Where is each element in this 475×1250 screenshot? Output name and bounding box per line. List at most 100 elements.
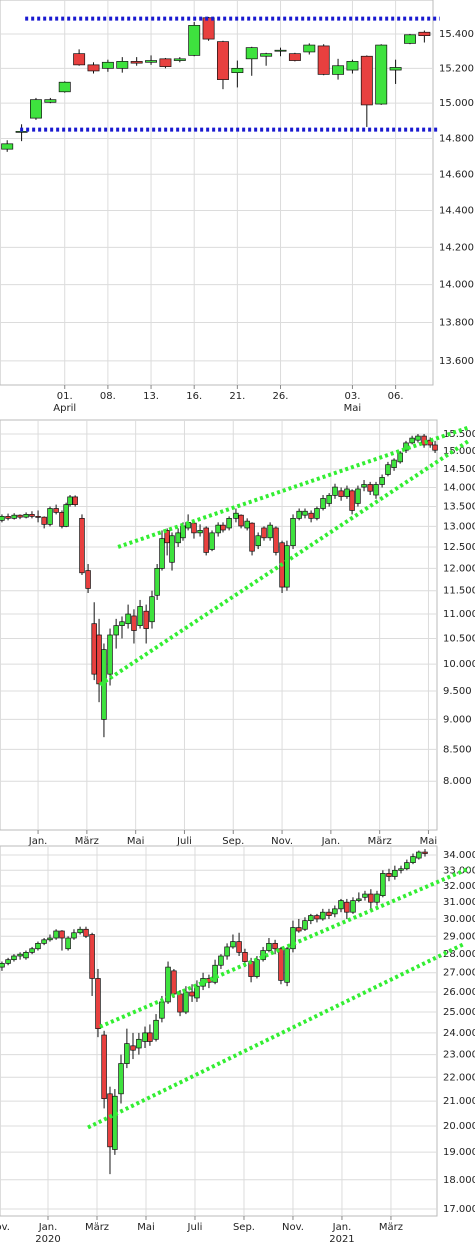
- y-tick-label: 31.000: [443, 897, 475, 908]
- candle-body: [308, 915, 314, 922]
- candle-body: [379, 477, 385, 485]
- candle-body: [72, 496, 78, 505]
- candle-body: [375, 44, 388, 105]
- candle-body: [159, 538, 165, 569]
- y-tick-label: 8.000: [443, 776, 472, 787]
- candle-body: [389, 67, 402, 71]
- candle-body: [107, 1093, 113, 1148]
- y-tick-label: 19.000: [443, 1147, 475, 1158]
- candle-body: [29, 948, 35, 953]
- candle-body: [296, 927, 302, 932]
- candle-body: [118, 1063, 124, 1095]
- candle-body: [380, 873, 386, 897]
- y-tick-label: 12.000: [443, 563, 475, 574]
- x-tick-label: Jan.: [332, 1222, 352, 1233]
- candle-body: [119, 621, 125, 626]
- candle-body: [332, 486, 338, 496]
- x-tick-sublabel: April: [53, 403, 76, 414]
- candle-body: [422, 851, 428, 854]
- candle-body: [23, 514, 29, 518]
- x-tick-label: Jan.: [38, 1222, 58, 1233]
- candle-body: [303, 44, 316, 53]
- candle-body: [165, 966, 171, 1003]
- candle-body: [392, 869, 398, 877]
- y-tick-label: 9.000: [443, 714, 472, 725]
- candle-body: [145, 60, 158, 63]
- y-tick-label: 15.200: [439, 63, 474, 74]
- y-tick-label: 20.000: [443, 1121, 475, 1132]
- candle-body: [260, 53, 273, 57]
- candle-body: [30, 99, 42, 119]
- candle-body: [218, 955, 224, 966]
- candle-body: [203, 527, 209, 553]
- candle-body: [288, 53, 301, 61]
- candle-body: [149, 596, 155, 623]
- candle-body: [77, 928, 83, 934]
- candle-body: [67, 496, 73, 505]
- candle-body: [53, 930, 59, 939]
- candle-body: [302, 920, 308, 930]
- candle-body: [44, 99, 57, 103]
- y-tick-label: 18.000: [443, 1175, 475, 1186]
- candle-body: [220, 524, 226, 531]
- x-tick-label: 21.: [229, 391, 245, 402]
- y-tick-label: 13.600: [439, 356, 474, 367]
- y-tick-label: 14.000: [439, 280, 474, 291]
- candle-body: [314, 508, 320, 519]
- x-tick-label: März: [368, 836, 392, 847]
- x-tick-label: Mai: [127, 836, 145, 847]
- candle-body: [136, 1038, 142, 1049]
- candle-body: [159, 1001, 165, 1019]
- candle-body: [47, 937, 53, 941]
- plot-area: [0, 845, 438, 1217]
- candle-body: [344, 901, 350, 913]
- candle-body: [391, 459, 397, 468]
- candle-body: [65, 937, 71, 950]
- candle-body: [244, 520, 250, 529]
- x-tick-label: Mai: [420, 836, 438, 847]
- y-tick-label: 24.000: [443, 1028, 475, 1039]
- x-tick-label: Nov.: [271, 836, 293, 847]
- candle-body: [267, 524, 273, 539]
- candle-body: [131, 615, 137, 631]
- candle-body: [83, 928, 89, 937]
- y-tick-label: 13.800: [439, 318, 474, 329]
- candle-body: [202, 17, 215, 40]
- candle-body: [217, 41, 229, 80]
- candle-body: [404, 862, 410, 870]
- x-tick-label: 13.: [143, 391, 159, 402]
- x-tick-label: 06.: [388, 391, 404, 402]
- candle-body: [11, 955, 17, 961]
- candle-body: [284, 948, 290, 983]
- candle-body: [432, 444, 438, 451]
- candle-body: [177, 993, 183, 1013]
- candle-body: [290, 517, 296, 547]
- candle-body: [41, 939, 47, 944]
- y-tick-label: 21.000: [443, 1096, 475, 1107]
- candle-body: [29, 514, 35, 517]
- candle-body: [101, 61, 114, 69]
- x-tick-label: 01.: [57, 391, 73, 402]
- candle-body: [154, 568, 160, 596]
- y-tick-label: 27.000: [443, 968, 475, 979]
- candle-body: [361, 484, 367, 488]
- candle-body: [398, 868, 404, 871]
- y-tick-label: 22.000: [443, 1072, 475, 1083]
- candle-body: [147, 1032, 153, 1042]
- candle-body: [171, 970, 177, 995]
- trend-line: [98, 438, 472, 687]
- trend-line: [87, 941, 466, 1130]
- candle-body: [296, 510, 302, 519]
- y-tick-label: 14.200: [439, 242, 474, 253]
- y-tick-label: 8.500: [443, 744, 472, 755]
- candle-body: [266, 943, 272, 951]
- candle-body: [338, 900, 344, 910]
- candle-body: [349, 490, 355, 511]
- y-tick-label: 14.800: [439, 133, 474, 144]
- x-tick-label: März: [379, 1222, 403, 1233]
- candle-body: [85, 570, 91, 589]
- y-tick-label: 10.500: [443, 633, 475, 644]
- candle-body: [142, 1032, 148, 1042]
- candle-body: [314, 915, 320, 920]
- candle-body: [95, 978, 101, 1029]
